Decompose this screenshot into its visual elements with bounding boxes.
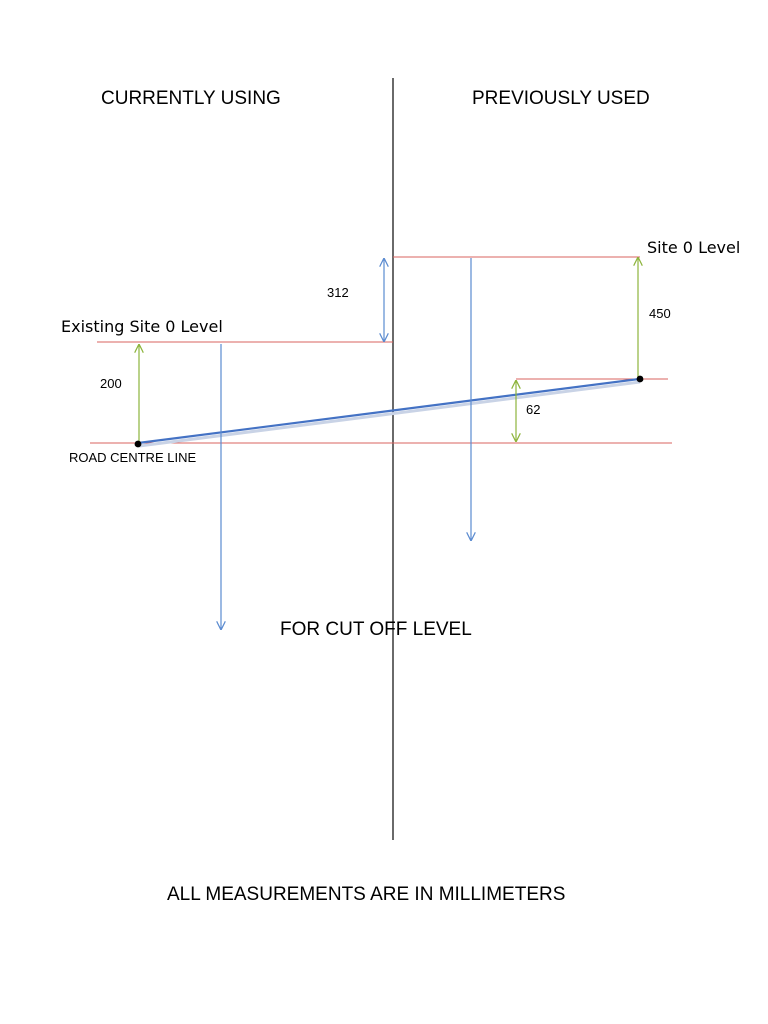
previously-used-heading: PREVIOUSLY USED xyxy=(472,88,650,109)
existing-site-level-label: Existing Site 0 Level xyxy=(61,317,223,336)
left-rise-value: 200 xyxy=(100,376,122,391)
road-slope-shadow xyxy=(138,380,641,448)
right-road-point xyxy=(636,375,644,383)
site-difference-value: 312 xyxy=(327,285,349,300)
site-level-label: Site 0 Level xyxy=(647,238,741,257)
road-difference-value: 62 xyxy=(526,402,541,417)
road-centre-point xyxy=(134,440,142,448)
right-rise-value: 450 xyxy=(649,306,671,321)
measurement-units-note: ALL MEASUREMENTS ARE IN MILLIMETERS xyxy=(167,884,566,905)
currently-using-heading: CURRENTLY USING xyxy=(101,88,281,109)
road-centre-line-label: ROAD CENTRE LINE xyxy=(69,450,197,465)
cut-off-level-label: FOR CUT OFF LEVEL xyxy=(280,619,472,640)
road-slope-line xyxy=(137,377,640,445)
